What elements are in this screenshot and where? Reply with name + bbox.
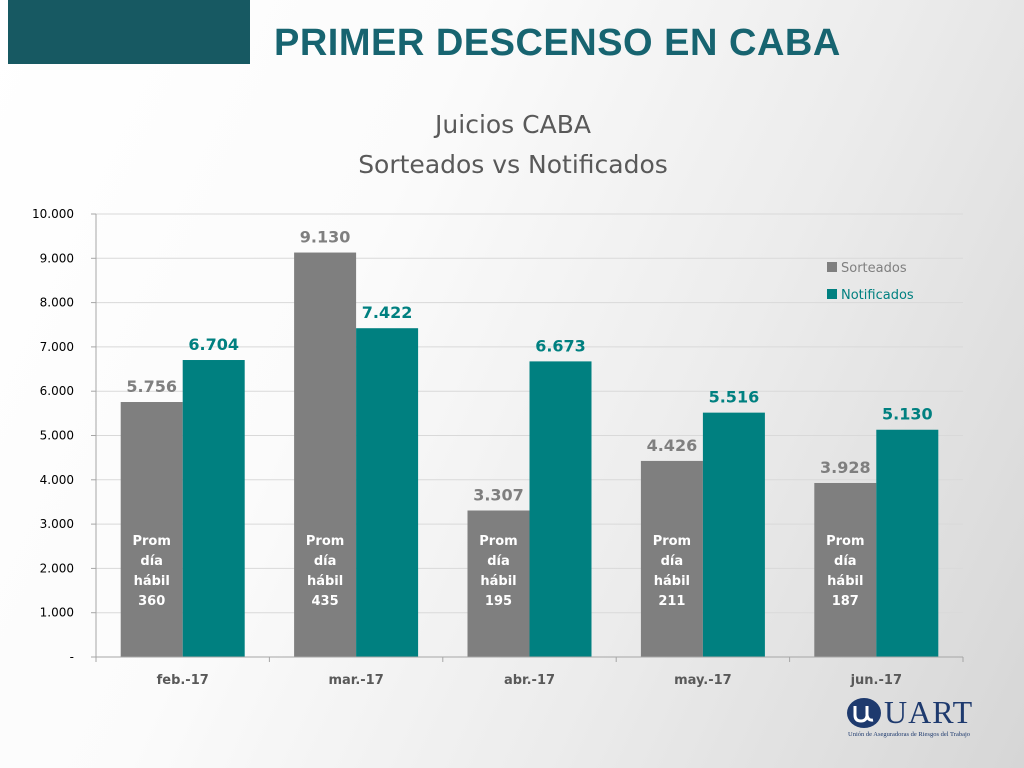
y-tick-label: 9.000	[40, 251, 74, 265]
y-tick-label: 7.000	[40, 340, 74, 354]
bar-sorteados	[294, 252, 357, 657]
y-tick-label: 8.000	[40, 296, 74, 310]
prom-dia-habil-label: Prom	[826, 534, 864, 549]
prom-dia-habil-label: 435	[312, 594, 339, 609]
chart-title: Juicios CABA	[433, 110, 591, 139]
legend-label: Sorteados	[841, 261, 907, 276]
prom-dia-habil-label: Prom	[479, 534, 517, 549]
uart-logo	[846, 694, 986, 744]
legend-label: Notificados	[841, 288, 914, 303]
x-category-label: may.-17	[674, 673, 732, 688]
chart-subtitle: Sorteados vs Notificados	[358, 150, 668, 179]
data-label: 6.704	[188, 335, 239, 354]
prom-dia-habil-label: día	[314, 554, 337, 569]
legend: Sorteados Notificados	[827, 261, 914, 303]
y-tick-label: 10.000	[32, 207, 74, 221]
prom-dia-habil-label: Prom	[132, 534, 170, 549]
prom-dia-habil-label: Prom	[653, 534, 691, 549]
prom-dia-habil-label: hábil	[480, 574, 516, 589]
prom-dia-habil-label: día	[140, 554, 163, 569]
uart-logo-icon	[847, 698, 881, 728]
logo-name: UART	[884, 694, 974, 730]
data-label: 5.516	[709, 388, 760, 407]
data-label: 4.426	[647, 436, 698, 455]
bar-sorteados	[640, 460, 703, 657]
y-axis: - 1.000 2.000 3.000 4.000 5.000 6.000 7.000 8.00…	[32, 207, 97, 664]
corner-accent-block	[8, 0, 250, 64]
y-tick-label: 5.000	[40, 429, 74, 443]
slide-title: PRIMER DESCENSO EN CABA	[274, 22, 841, 64]
data-label: 5.130	[882, 405, 933, 424]
x-category-label: jun.-17	[850, 673, 902, 688]
prom-dia-habil-label: 187	[832, 594, 859, 609]
prom-dia-habil-label: hábil	[654, 574, 690, 589]
prom-dia-habil-label: día	[661, 554, 684, 569]
prom-dia-habil-label: día	[487, 554, 510, 569]
bar-notificados	[529, 361, 592, 657]
prom-dia-habil-label: hábil	[134, 574, 170, 589]
y-tick-label: 1.000	[40, 606, 74, 620]
y-tick-label: 6.000	[40, 384, 74, 398]
bar-notificados	[182, 360, 245, 657]
prom-dia-habil-label: hábil	[827, 574, 863, 589]
prom-dia-habil-label: 360	[138, 594, 165, 609]
data-label: 6.673	[535, 336, 586, 355]
bar-notificados	[702, 412, 765, 657]
x-axis: feb.-17 mar.-17 abr.-17 may.-17 jun.-17	[95, 656, 964, 688]
logo-subtitle: Unión de Aseguradoras de Riesgos del Tra…	[848, 731, 971, 738]
bar-sorteados	[814, 482, 877, 657]
legend-swatch	[827, 262, 837, 272]
prom-dia-habil-label: 195	[485, 594, 512, 609]
x-category-label: feb.-17	[157, 673, 209, 688]
bar-notificados	[356, 328, 419, 657]
bar-sorteados	[467, 510, 530, 657]
x-category-label: mar.-17	[328, 673, 383, 688]
data-label: 3.928	[820, 458, 871, 477]
bar-sorteados	[120, 402, 183, 657]
prom-dia-habil-label: día	[834, 554, 857, 569]
y-tick-label: 4.000	[40, 473, 74, 487]
bars: 5.756 6.704 Prom día hábil 360 9.130 7.422 Prom d…	[120, 228, 939, 657]
prom-dia-habil-label: 211	[658, 594, 685, 609]
legend-swatch	[827, 289, 837, 299]
y-tick-label: 3.000	[40, 517, 74, 531]
data-label: 3.307	[473, 485, 524, 504]
data-label: 9.130	[300, 228, 351, 247]
prom-dia-habil-label: Prom	[306, 534, 344, 549]
prom-dia-habil-label: hábil	[307, 574, 343, 589]
y-tick-label: 2.000	[40, 561, 74, 575]
x-category-label: abr.-17	[504, 673, 555, 688]
bar-notificados	[876, 429, 939, 657]
data-label: 5.756	[126, 377, 177, 396]
data-label: 7.422	[362, 303, 413, 322]
y-tick-label: -	[70, 650, 74, 664]
